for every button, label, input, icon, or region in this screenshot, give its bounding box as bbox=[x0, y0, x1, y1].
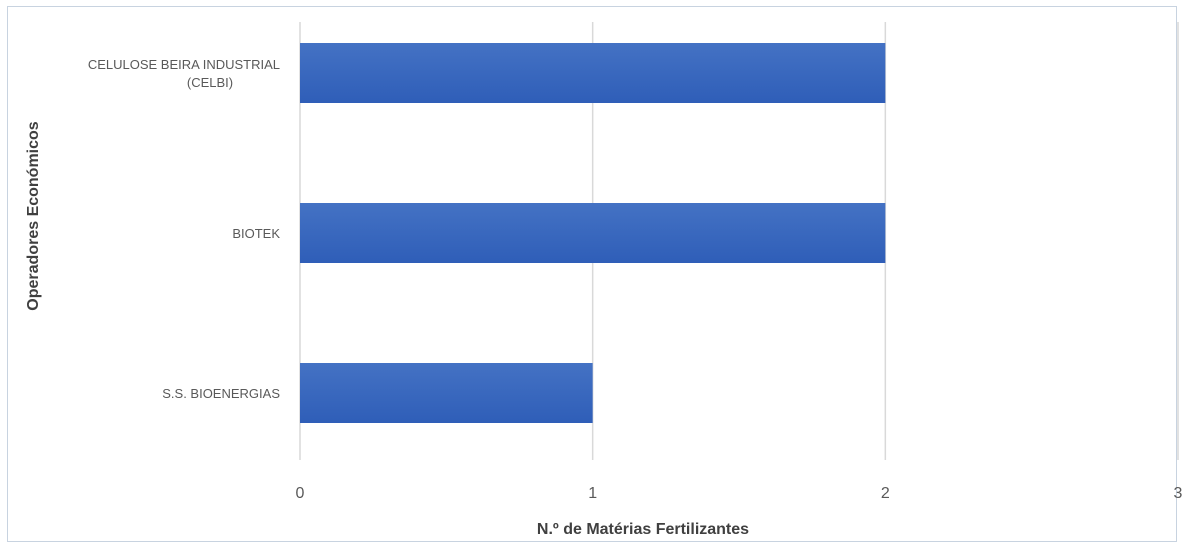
x-axis-title: N.º de Matérias Fertilizantes bbox=[537, 521, 749, 538]
x-tick-label: 3 bbox=[1174, 485, 1183, 502]
category-label: (CELBI) bbox=[187, 75, 233, 90]
x-tick-label: 1 bbox=[588, 485, 597, 502]
category-labels: CELULOSE BEIRA INDUSTRIAL (CELBI) BIOTEK S.… bbox=[88, 57, 280, 401]
bars bbox=[300, 43, 886, 423]
x-tick-label: 0 bbox=[296, 485, 305, 502]
category-label: CELULOSE BEIRA INDUSTRIAL bbox=[88, 57, 280, 72]
category-label: S.S. BIOENERGIAS bbox=[162, 386, 280, 401]
y-axis-title: Operadores Económicos bbox=[25, 121, 42, 310]
bar bbox=[300, 203, 886, 263]
bar bbox=[300, 363, 593, 423]
x-tick-labels: 0 1 2 3 bbox=[296, 485, 1183, 502]
category-label: BIOTEK bbox=[232, 226, 280, 241]
bar bbox=[300, 43, 886, 103]
x-tick-label: 2 bbox=[881, 485, 890, 502]
